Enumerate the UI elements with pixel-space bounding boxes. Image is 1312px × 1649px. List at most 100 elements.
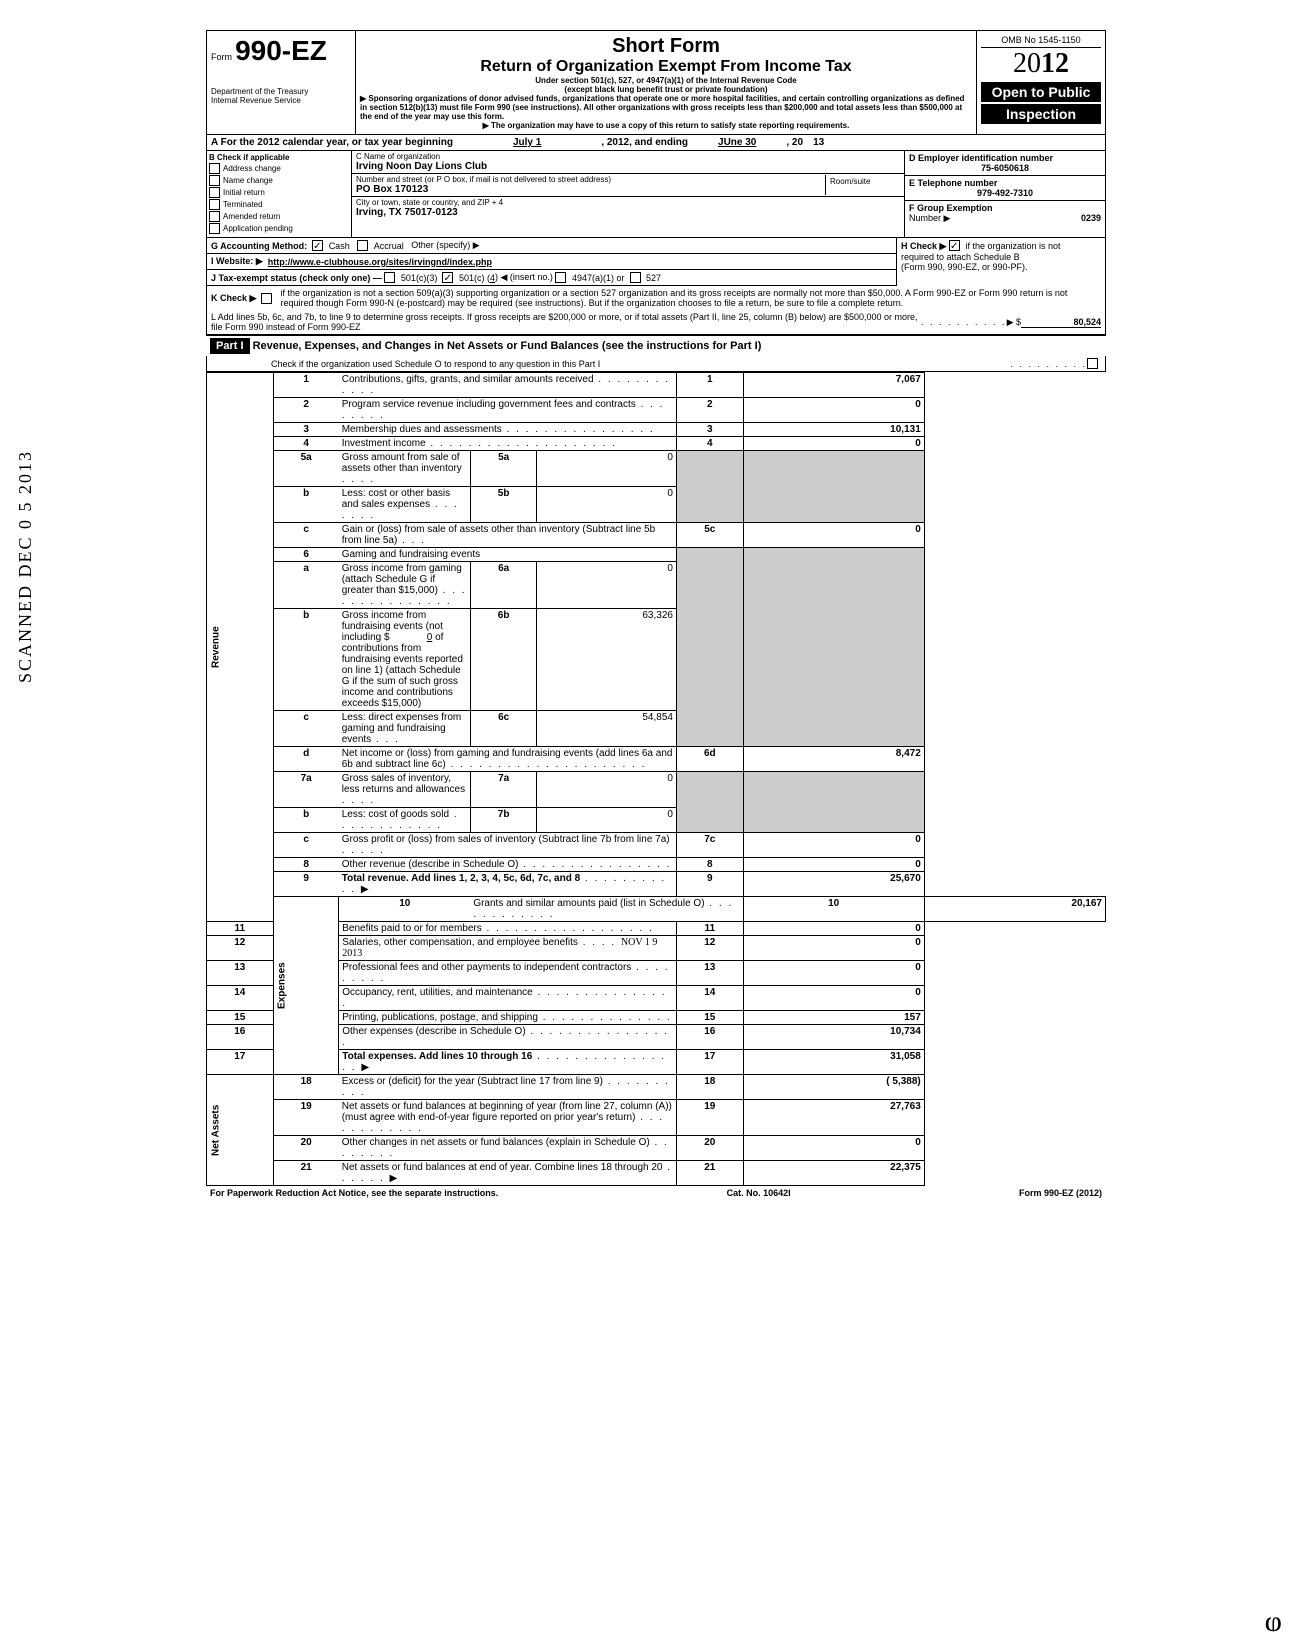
val-3: 10,131 xyxy=(743,423,924,437)
form-number-box: Form 990-EZ Department of the Treasury I… xyxy=(207,31,356,134)
cb-527[interactable] xyxy=(630,272,641,283)
phone-value: 979-492-7310 xyxy=(909,188,1101,198)
j-label: J Tax-exempt status (check only one) — xyxy=(211,273,382,283)
scanned-stamp: SCANNED DEC 0 5 2013 xyxy=(15,450,36,683)
state-req: ▶ The organization may have to use a cop… xyxy=(360,121,972,130)
title-short-form: Short Form xyxy=(360,35,972,58)
irs-label: Internal Revenue Service xyxy=(211,96,351,105)
val-4: 0 xyxy=(743,437,924,451)
row-l: L Add lines 5b, 6c, and 7b, to line 9 to… xyxy=(207,310,1105,334)
right-col: D Employer identification number 75-6050… xyxy=(904,151,1105,237)
cb-name-change[interactable]: Name change xyxy=(209,175,349,186)
cb-amended[interactable]: Amended return xyxy=(209,211,349,222)
val-18: ( 5,388) xyxy=(743,1075,924,1100)
title-return: Return of Organization Exempt From Incom… xyxy=(360,58,972,76)
cb-k[interactable] xyxy=(261,293,272,304)
line-a-mid: , 2012, and ending xyxy=(601,137,688,148)
omb-number: OMB No 1545-1150 xyxy=(981,35,1101,48)
room-label: Room/suite xyxy=(830,177,870,186)
val-7a: 0 xyxy=(537,772,677,808)
expenses-label: Expenses xyxy=(273,897,339,1075)
val-14: 0 xyxy=(743,986,924,1011)
subtitle-section: Under section 501(c), 527, or 4947(a)(1)… xyxy=(360,76,972,85)
org-info-col: C Name of organization Irving Noon Day L… xyxy=(352,151,904,237)
open-public-2: Inspection xyxy=(981,104,1101,124)
cb-h[interactable] xyxy=(949,240,960,251)
org-addr: PO Box 170123 xyxy=(356,184,825,195)
val-17: 31,058 xyxy=(743,1050,924,1075)
signature-mark: ⱷ xyxy=(1265,1605,1282,1639)
org-name: Irving Noon Day Lions Club xyxy=(356,161,900,172)
k-label: K Check ▶ xyxy=(211,293,256,304)
l-value: 80,524 xyxy=(1021,317,1101,328)
org-city: Irving, TX 75017-0123 xyxy=(356,207,900,218)
row-k: K Check ▶ if the organization is not a s… xyxy=(207,286,1105,310)
val-1: 7,067 xyxy=(743,373,924,398)
cb-part1[interactable] xyxy=(1087,358,1098,369)
part1-label: Part I xyxy=(210,338,250,354)
line-a-prefix: A For the 2012 calendar year, or tax yea… xyxy=(211,137,453,148)
cb-address-change[interactable]: Address change xyxy=(209,163,349,174)
year-box: OMB No 1545-1150 2012 Open to Public Ins… xyxy=(977,31,1105,134)
part1-title: Revenue, Expenses, and Changes in Net As… xyxy=(253,340,762,352)
val-5a: 0 xyxy=(537,451,677,487)
row-j: J Tax-exempt status (check only one) — 5… xyxy=(207,270,896,286)
val-6a: 0 xyxy=(537,562,677,609)
cb-terminated[interactable]: Terminated xyxy=(209,199,349,210)
cb-4947[interactable] xyxy=(555,272,566,283)
val-6d: 8,472 xyxy=(743,747,924,772)
phone-label: E Telephone number xyxy=(909,178,1101,188)
netassets-label: Net Assets xyxy=(207,1075,274,1186)
line-a-year: 13 xyxy=(813,137,824,148)
form-prefix: Form xyxy=(211,52,232,62)
revenue-label: Revenue xyxy=(207,373,274,922)
val-5b: 0 xyxy=(537,487,677,523)
title-box: Short Form Return of Organization Exempt… xyxy=(356,31,977,134)
check-b-header: B Check if applicable xyxy=(209,153,349,162)
line-a-suffix: , 20 xyxy=(786,137,803,148)
cb-application-pending[interactable]: Application pending xyxy=(209,223,349,234)
h-label: H Check ▶ xyxy=(901,241,946,251)
website-url: http://www.e-clubhouse.org/sites/irvingn… xyxy=(268,257,492,267)
val-5c: 0 xyxy=(743,523,924,548)
row-i: I Website: ▶ http://www.e-clubhouse.org/… xyxy=(207,254,896,270)
line-a-begin: July 1 xyxy=(513,137,541,148)
val-12: 0 xyxy=(743,936,924,961)
val-8: 0 xyxy=(743,858,924,872)
i-label: I Website: ▶ xyxy=(211,256,263,267)
row-g: G Accounting Method: Cash Accrual Other … xyxy=(207,238,896,254)
part1-header: Part I Revenue, Expenses, and Changes in… xyxy=(206,335,1106,356)
part1-check: Check if the organization used Schedule … xyxy=(206,356,1106,372)
val-21: 22,375 xyxy=(743,1161,924,1186)
footer-left: For Paperwork Reduction Act Notice, see … xyxy=(210,1188,498,1198)
ein-label: D Employer identification number xyxy=(909,153,1101,163)
city-label: City or town, state or country, and ZIP … xyxy=(356,198,900,207)
val-15: 157 xyxy=(743,1011,924,1025)
g-label: G Accounting Method: xyxy=(211,241,307,251)
line-a-end: JUne 30 xyxy=(718,137,756,148)
subtitle-except: (except black lung benefit trust or priv… xyxy=(360,85,972,94)
cb-initial-return[interactable]: Initial return xyxy=(209,187,349,198)
tax-year: 2012 xyxy=(981,48,1101,80)
footer-mid: Cat. No. 10642I xyxy=(727,1188,791,1198)
footer-right: Form 990-EZ (2012) xyxy=(1019,1188,1102,1198)
val-6b: 63,326 xyxy=(537,609,677,711)
checkbox-col-b: B Check if applicable Address change Nam… xyxy=(207,151,352,237)
group-label2: Number ▶ xyxy=(909,213,950,223)
name-label: C Name of organization xyxy=(356,152,900,161)
main-table: Revenue 1 Contributions, gifts, grants, … xyxy=(206,372,1106,1186)
val-7c: 0 xyxy=(743,833,924,858)
cb-501c[interactable] xyxy=(442,272,453,283)
val-16: 10,734 xyxy=(743,1025,924,1050)
ein-value: 75-6050618 xyxy=(909,163,1101,173)
group-value: 0239 xyxy=(1081,213,1101,223)
cb-501c3[interactable] xyxy=(384,272,395,283)
val-10: 20,167 xyxy=(924,897,1105,922)
cb-cash[interactable] xyxy=(312,240,323,251)
dept-treasury: Department of the Treasury xyxy=(211,87,351,96)
val-7b: 0 xyxy=(537,808,677,833)
footer: For Paperwork Reduction Act Notice, see … xyxy=(206,1186,1106,1200)
sponsor-text: ▶ Sponsoring organizations of donor advi… xyxy=(360,94,972,121)
row-h: H Check ▶ if the organization is not req… xyxy=(896,238,1105,286)
cb-accrual[interactable] xyxy=(357,240,368,251)
